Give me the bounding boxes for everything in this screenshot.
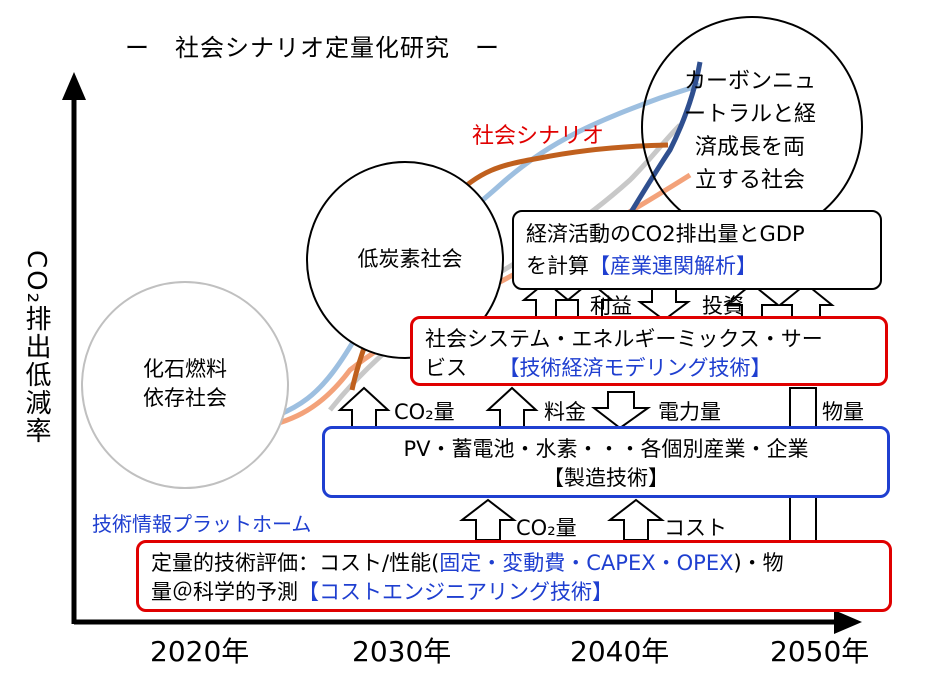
- circle-low-carbon: [306, 161, 504, 359]
- cn-line-2: ートラルと経: [683, 102, 816, 127]
- economy-line-1: 経済活動のCO2排出量とGDP: [526, 222, 805, 246]
- low-carbon-society-text: 低炭素社会: [357, 247, 463, 271]
- x-tick-2020: 2020年: [150, 635, 250, 668]
- flow-arrows: [337, 280, 835, 543]
- arrow-down-profit: [637, 287, 691, 322]
- tech-eval-line-2: 量＠科学的予測【コストエンジニアリング技術】: [151, 578, 877, 607]
- cost-label: コスト: [664, 516, 727, 540]
- x-tick-2050: 2050年: [770, 635, 870, 668]
- investment-label: 投資: [702, 294, 744, 318]
- industry-line-1: PV・蓄電池・水素・・・各個別産業・企業: [403, 437, 809, 461]
- power-label: 電力量: [658, 400, 721, 424]
- tech-platform-label: 技術情報プラットホーム: [92, 512, 312, 536]
- fee-label: 料金: [544, 400, 586, 424]
- economy-line-2: を計算【産業連関解析】: [526, 250, 868, 282]
- economy-line-2-text: を計算: [526, 254, 589, 278]
- tech-eval-cost-items: 固定・変動費・CAPEX・OPEX: [439, 551, 734, 575]
- axes: [62, 72, 862, 634]
- bar-material-mid: [789, 387, 817, 429]
- circle-fossil: [81, 281, 289, 489]
- social-system-line-2: ビス 【技術経済モデリング技術】: [425, 354, 873, 383]
- fossil-society-text: 化石燃料 依存社会: [120, 355, 250, 413]
- social-system-line-1: 社会システム・エネルギーミックス・サー: [425, 327, 823, 351]
- social-system-method: 【技術経済モデリング技術】: [509, 356, 772, 380]
- industry-line-2: 【製造技術】: [543, 466, 669, 490]
- economy-box: 経済活動のCO2排出量とGDP を計算【産業連関解析】: [512, 210, 882, 290]
- tech-eval-line-1-suffix: )・物: [733, 551, 784, 575]
- page-title: ー 社会シナリオ定量化研究 ー: [125, 34, 500, 62]
- tech-eval-line-2-text: 量＠科学的予測: [151, 580, 298, 604]
- tech-eval-line-1: 定量的技術評価：コスト/性能(固定・変動費・CAPEX・OPEX)・物: [151, 549, 877, 578]
- economy-method: 【産業連関解析】: [589, 254, 757, 278]
- cn-line-3: 済成長を両: [694, 135, 805, 160]
- co2-mid-label: CO₂量: [394, 400, 455, 424]
- carbon-neutral-society-text: カーボンニュ ートラルと経 済成長を両 立する社会: [660, 65, 840, 197]
- industry-box: PV・蓄電池・水素・・・各個別産業・企業 【製造技術】: [322, 426, 890, 498]
- social-scenario-label: 社会シナリオ: [472, 124, 605, 149]
- bar-material-low: [789, 496, 817, 543]
- arrow-up-co2-low: [459, 498, 517, 541]
- x-tick-2030: 2030年: [352, 635, 452, 668]
- tech-eval-box: 定量的技術評価：コスト/性能(固定・変動費・CAPEX・OPEX)・物 量＠科学…: [136, 540, 892, 612]
- co2-low-label: CO₂量: [516, 516, 577, 540]
- arrow-down-power: [591, 391, 652, 430]
- cn-line-4: 立する社会: [694, 168, 805, 193]
- y-axis-label: CO₂排出低減率: [21, 250, 51, 446]
- arrow-up-cost: [607, 498, 665, 541]
- material-label: 物量: [822, 400, 864, 424]
- x-tick-2040: 2040年: [570, 635, 670, 668]
- social-system-box: 社会システム・エネルギーミックス・サー ビス 【技術経済モデリング技術】: [410, 316, 888, 386]
- tech-eval-method: 【コストエンジニアリング技術】: [298, 580, 613, 604]
- arrow-up-co2-mid: [337, 386, 391, 429]
- tech-eval-line-1-text: 定量的技術評価：コスト/性能(: [151, 551, 440, 575]
- profit-label: 利益: [590, 294, 632, 318]
- social-system-line-2-text: ビス: [425, 356, 509, 380]
- fossil-line-1: 化石燃料: [143, 357, 227, 381]
- arrow-up-fee: [485, 386, 539, 429]
- fossil-line-2: 依存社会: [143, 386, 227, 410]
- cn-line-1: カーボンニュ: [683, 69, 816, 94]
